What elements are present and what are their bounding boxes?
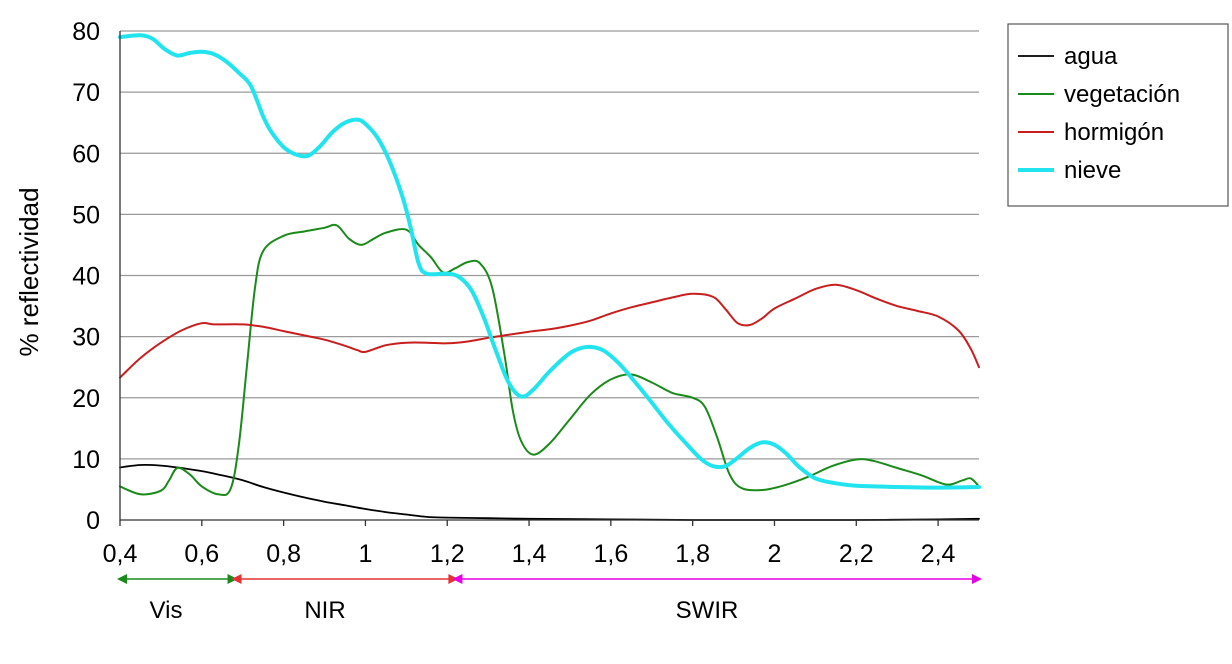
band-label-2: SWIR	[676, 597, 739, 624]
legend-label-3: nieve	[1064, 157, 1121, 184]
gridlines	[120, 30, 979, 460]
x-tick-label-9: 2,2	[839, 540, 874, 568]
x-tick-label-3: 1	[358, 540, 372, 568]
legend-label-2: hormigón	[1064, 119, 1164, 146]
legend-items: agua vegetación hormigón nieve	[1018, 43, 1180, 184]
x-tick-label-10: 2,4	[921, 540, 956, 568]
legend: agua vegetación hormigón nieve	[1007, 23, 1229, 207]
y-tick-label-2: 20	[72, 385, 100, 413]
x-tick-labels: 0,4 0,6 0,8 1 1,2 1,4 1,6 1,8 2 2,2 2,4	[103, 540, 956, 568]
legend-box	[1007, 23, 1229, 207]
series-line-1	[119, 223, 980, 497]
series-lines	[118, 33, 981, 521]
y-tick-label-8: 80	[72, 18, 100, 46]
band-1	[231, 574, 459, 584]
x-tick-label-5: 1,4	[512, 540, 547, 568]
y-tick-labels: 0 10 20 30 40 50 60 70 80	[72, 18, 100, 535]
x-tick-label-1: 0,6	[184, 540, 219, 568]
legend-label-0: agua	[1064, 43, 1118, 70]
y-tick-label-5: 50	[72, 201, 100, 229]
x-tick-label-7: 1,8	[675, 540, 710, 568]
band-label-0: Vis	[150, 597, 183, 624]
legend-label-1: vegetación	[1064, 81, 1180, 108]
axes	[119, 31, 979, 526]
y-tick-label-1: 10	[72, 446, 100, 474]
band-arrowhead-left-2	[452, 574, 463, 584]
y-tick-label-0: 0	[86, 507, 100, 535]
y-tick-label-7: 70	[72, 79, 100, 107]
band-2	[452, 574, 982, 584]
spectral-bands: Vis NIR SWIR	[117, 574, 982, 624]
band-0	[117, 574, 238, 584]
x-tick-label-8: 2	[768, 540, 782, 568]
series-line-0	[119, 463, 980, 521]
band-arrowhead-left-0	[117, 574, 127, 584]
band-arrowhead-left-1	[231, 574, 242, 584]
band-arrowhead-right-2	[972, 574, 982, 584]
series-line-3	[118, 33, 981, 490]
band-label-1: NIR	[304, 597, 345, 624]
x-tick-label-6: 1,6	[593, 540, 628, 568]
x-tick-label-2: 0,8	[266, 540, 301, 568]
y-tick-label-6: 60	[72, 140, 100, 168]
y-axis-label: % reflectividad	[14, 187, 44, 356]
series-line-2	[119, 283, 980, 379]
y-tick-label-3: 30	[72, 324, 100, 352]
y-tick-label-4: 40	[72, 263, 100, 291]
x-tick-label-4: 1,2	[430, 540, 465, 568]
x-tick-label-0: 0,4	[103, 540, 138, 568]
